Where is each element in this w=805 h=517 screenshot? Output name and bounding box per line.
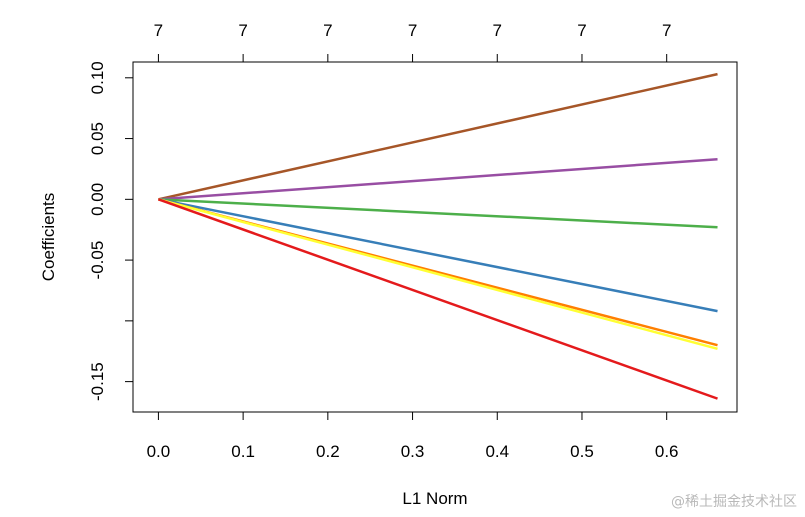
top-axis: 7 7 7 7 7 7 7	[154, 21, 671, 63]
top-tick-label: 7	[238, 21, 247, 40]
x-tick-label: 0.4	[485, 442, 509, 461]
top-tick-label: 7	[323, 21, 332, 40]
series-line-4	[158, 198, 718, 313]
x-tick-label: 0.2	[316, 442, 340, 461]
x-axis-title: L1 Norm	[402, 489, 467, 508]
series-line-3	[158, 198, 718, 229]
top-tick-label: 7	[493, 21, 502, 40]
watermark: @稀土掘金技术社区	[671, 494, 797, 510]
y-tick-label: -0.15	[88, 362, 107, 401]
y-tick-label: 0.00	[88, 183, 107, 216]
x-axis: 0.0 0.1 0.2 0.3 0.4 0.5 0.6	[147, 411, 679, 461]
x-tick-label: 0.5	[570, 442, 594, 461]
series-line-6	[158, 198, 718, 351]
top-tick-label: 7	[154, 21, 163, 40]
top-tick-label: 7	[577, 21, 586, 40]
y-axis-title: Coefficients	[39, 193, 58, 282]
y-tick-label: -0.05	[88, 241, 107, 280]
series-line-2	[158, 157, 718, 201]
y-tick-label: 0.05	[88, 122, 107, 155]
y-axis: -0.15 -0.05 0.00 0.05 0.10	[88, 61, 134, 401]
y-tick-label: 0.10	[88, 61, 107, 94]
x-tick-label: 0.0	[147, 442, 171, 461]
x-tick-label: 0.6	[655, 442, 679, 461]
x-tick-label: 0.3	[401, 442, 425, 461]
series-line-7	[157, 198, 718, 400]
series-lines	[157, 72, 718, 400]
series-line-1	[158, 72, 718, 201]
top-tick-label: 7	[662, 21, 671, 40]
top-tick-label: 7	[408, 21, 417, 40]
plot-frame	[132, 61, 738, 413]
x-tick-label: 0.1	[231, 442, 255, 461]
